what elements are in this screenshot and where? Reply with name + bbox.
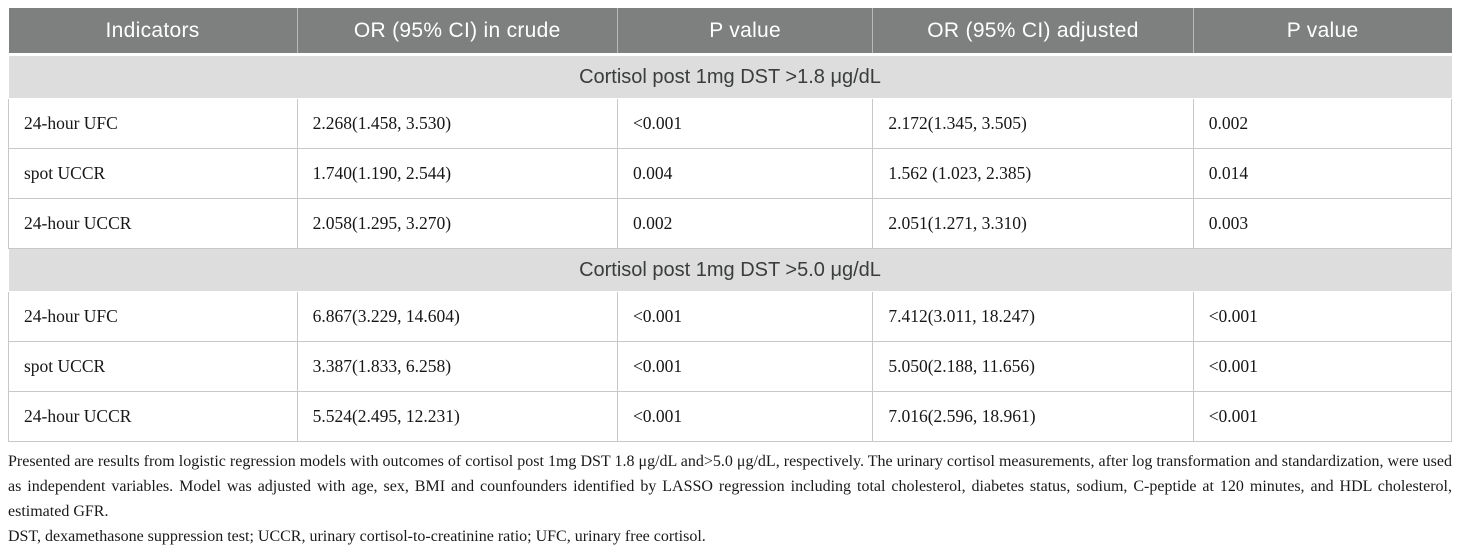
table-row: spot UCCR 1.740(1.190, 2.544) 0.004 1.56…	[8, 148, 1453, 199]
table-row: 24-hour UFC 2.268(1.458, 3.530) <0.001 2…	[8, 98, 1453, 149]
indicator-cell: 24-hour UFC	[8, 291, 298, 342]
or-adjusted-cell: 2.051(1.271, 3.310)	[872, 198, 1194, 249]
column-header-or-crude: OR (95% CI) in crude	[297, 8, 618, 56]
indicator-cell: 24-hour UFC	[8, 98, 298, 149]
indicator-cell: 24-hour UCCR	[8, 198, 298, 249]
section-row: Cortisol post 1mg DST >5.0 μg/dL	[8, 248, 1452, 292]
footnote-methods: Presented are results from logistic regr…	[8, 453, 1452, 520]
p-adjusted-cell: 0.003	[1192, 198, 1453, 249]
indicator-cell: spot UCCR	[8, 148, 298, 199]
column-header-p-adjusted: P value	[1193, 8, 1452, 56]
table-row: 24-hour UCCR 5.524(2.495, 12.231) <0.001…	[8, 391, 1453, 442]
indicator-cell: 24-hour UCCR	[8, 391, 298, 442]
p-adjusted-cell: <0.001	[1192, 341, 1453, 392]
or-crude-cell: 3.387(1.833, 6.258)	[296, 341, 618, 392]
p-adjusted-cell: 0.014	[1192, 148, 1453, 199]
section-title-dst-5-0: Cortisol post 1mg DST >5.0 μg/dL	[8, 248, 1452, 292]
table-row: 24-hour UCCR 2.058(1.295, 3.270) 0.002 2…	[8, 198, 1453, 249]
table-footnotes: Presented are results from logistic regr…	[8, 449, 1452, 549]
or-crude-cell: 6.867(3.229, 14.604)	[296, 291, 618, 342]
p-crude-cell: <0.001	[616, 391, 874, 442]
or-adjusted-cell: 7.412(3.011, 18.247)	[872, 291, 1194, 342]
or-adjusted-cell: 5.050(2.188, 11.656)	[872, 341, 1194, 392]
results-table: Indicators OR (95% CI) in crude P value …	[8, 8, 1453, 442]
or-adjusted-cell: 2.172(1.345, 3.505)	[872, 98, 1194, 149]
section-row: Cortisol post 1mg DST >1.8 μg/dL	[8, 54, 1452, 99]
or-crude-cell: 5.524(2.495, 12.231)	[296, 391, 618, 442]
p-crude-cell: <0.001	[616, 341, 874, 392]
p-adjusted-cell: <0.001	[1192, 291, 1453, 342]
column-header-p-crude: P value	[617, 8, 874, 56]
or-adjusted-cell: 7.016(2.596, 18.961)	[872, 391, 1194, 442]
p-crude-cell: 0.002	[616, 198, 874, 249]
p-crude-cell: 0.004	[616, 148, 874, 199]
or-adjusted-cell: 1.562 (1.023, 2.385)	[872, 148, 1194, 199]
section-title-dst-1-8: Cortisol post 1mg DST >1.8 μg/dL	[8, 54, 1452, 99]
or-crude-cell: 2.268(1.458, 3.530)	[296, 98, 618, 149]
or-crude-cell: 2.058(1.295, 3.270)	[296, 198, 618, 249]
p-adjusted-cell: 0.002	[1192, 98, 1453, 149]
table-row: spot UCCR 3.387(1.833, 6.258) <0.001 5.0…	[8, 341, 1453, 392]
column-header-or-adjusted: OR (95% CI) adjusted	[872, 8, 1194, 56]
footnote-abbreviations: DST, dexamethasone suppression test; UCC…	[8, 528, 706, 545]
p-crude-cell: <0.001	[616, 291, 874, 342]
table-row: 24-hour UFC 6.867(3.229, 14.604) <0.001 …	[8, 291, 1453, 342]
table-header-row: Indicators OR (95% CI) in crude P value …	[8, 8, 1452, 56]
column-header-indicators: Indicators	[8, 8, 298, 56]
or-crude-cell: 1.740(1.190, 2.544)	[296, 148, 618, 199]
indicator-cell: spot UCCR	[8, 341, 298, 392]
p-adjusted-cell: <0.001	[1192, 391, 1453, 442]
p-crude-cell: <0.001	[616, 98, 874, 149]
